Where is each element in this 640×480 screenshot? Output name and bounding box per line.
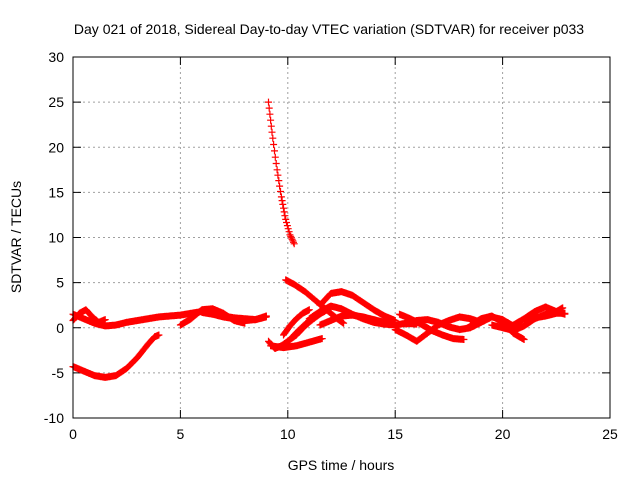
x-tick-label: 0 (69, 426, 77, 442)
series-arc-evening-c (520, 309, 569, 324)
y-axis-label: SDTVAR / TECUs (8, 181, 24, 293)
series-markers (265, 98, 298, 248)
y-tick-label: -5 (52, 365, 65, 381)
y-tick-labels: -10 -5 0 5 10 15 20 25 30 (44, 49, 64, 426)
data-points (69, 98, 569, 381)
grid (73, 57, 610, 418)
series-arc-hump (316, 288, 399, 324)
series-markers (198, 308, 270, 324)
series-markers (267, 335, 326, 352)
series-arc-spike (265, 98, 298, 248)
x-tick-label: 15 (387, 426, 403, 442)
plot-area (73, 57, 610, 418)
x-axis-label: GPS time / hours (288, 457, 395, 473)
chart-title: Day 021 of 2018, Sidereal Day-to-day VTE… (74, 21, 584, 37)
series-markers (316, 288, 399, 324)
series-arc-diagonal-up (280, 306, 313, 339)
x-tick-label: 25 (602, 426, 618, 442)
y-tick-label: 20 (48, 139, 64, 155)
y-tick-label: 0 (56, 320, 64, 336)
x-tick-label: 20 (495, 426, 511, 442)
series-markers (280, 306, 313, 339)
series-arc-midday-b (316, 311, 399, 329)
y-tick-label: 15 (48, 184, 64, 200)
y-tick-label: 5 (56, 275, 64, 291)
x-tick-label: 5 (177, 426, 185, 442)
series-markers (520, 309, 569, 324)
series-arc-bottom-flat (267, 335, 326, 352)
series-markers (316, 311, 399, 329)
y-tick-label: 10 (48, 230, 64, 246)
plot-frame (72, 56, 611, 419)
x-tick-labels: 0 5 10 15 20 25 (69, 426, 618, 442)
y-tick-label: 30 (48, 49, 64, 65)
y-tick-label: -10 (44, 410, 64, 426)
series-arc-morning-c (198, 308, 270, 324)
y-tick-label: 25 (48, 94, 64, 110)
x-tick-label: 10 (280, 426, 296, 442)
